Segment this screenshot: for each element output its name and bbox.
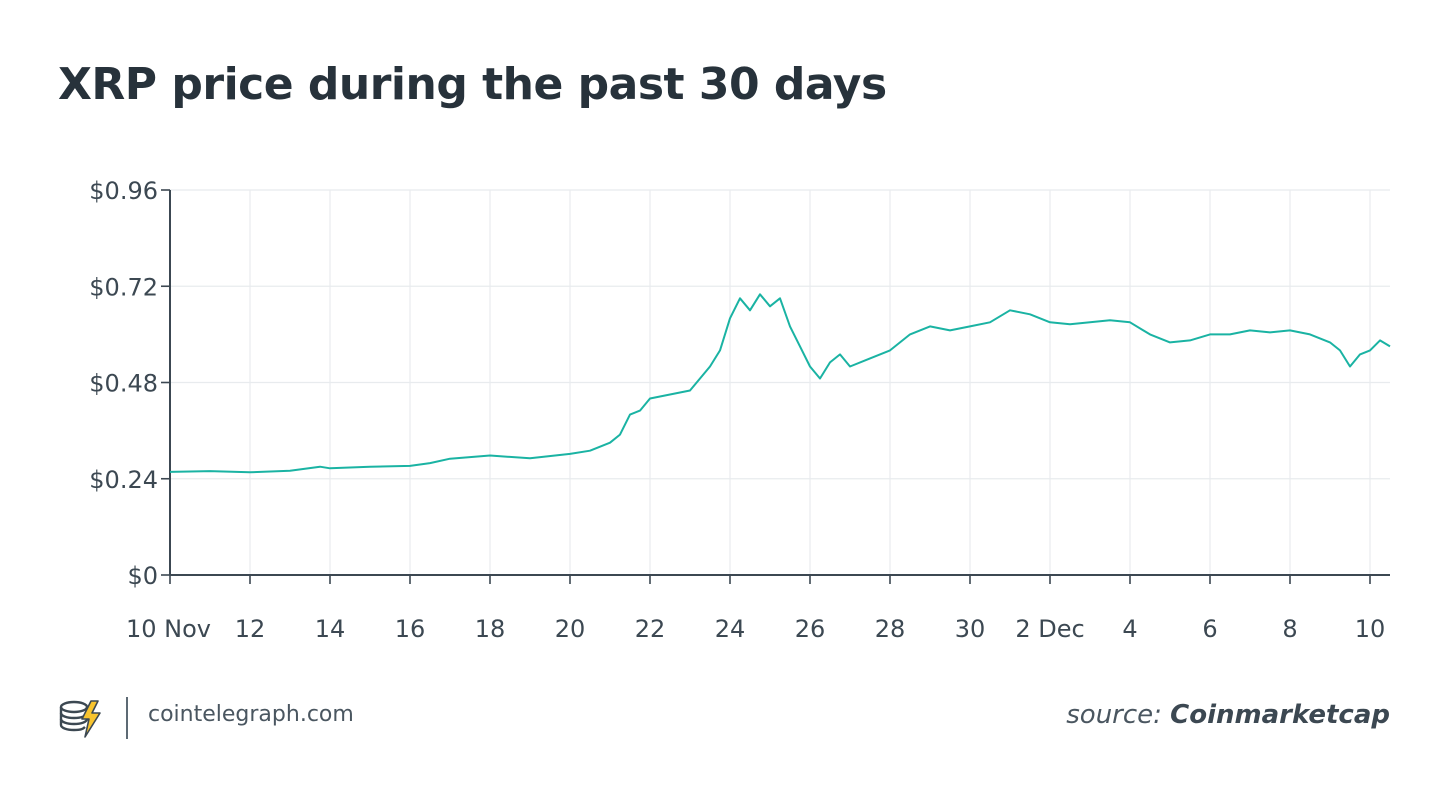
source-name: Coinmarketcap bbox=[1170, 700, 1390, 730]
axes bbox=[161, 189, 1390, 584]
x-tick-label: 28 bbox=[875, 615, 906, 643]
x-tick-label: 10 Nov bbox=[126, 615, 211, 643]
x-tick-label: 14 bbox=[315, 615, 346, 643]
x-tick-label: 8 bbox=[1282, 615, 1297, 643]
x-tick-label: 20 bbox=[555, 615, 586, 643]
grid-lines bbox=[170, 189, 1390, 575]
x-tick-label: 24 bbox=[715, 615, 746, 643]
footer-site-link[interactable]: cointelegraph.com bbox=[148, 702, 354, 727]
x-tick-label: 16 bbox=[395, 615, 426, 643]
y-tick-labels: $0 $0.24 $0.48 $0.72 $0.96 bbox=[89, 177, 158, 590]
footer-separator bbox=[126, 697, 128, 739]
x-tick-label: 22 bbox=[635, 615, 666, 643]
x-tick-labels: 10 Nov 12 14 16 18 20 22 24 26 28 30 2 Dec 4 6 8 10 bbox=[126, 615, 1385, 643]
source-prefix: source: bbox=[1066, 700, 1162, 730]
x-tick-label: 26 bbox=[795, 615, 826, 643]
x-tick-label: 6 bbox=[1202, 615, 1217, 643]
price-line bbox=[169, 293, 1391, 474]
x-tick-label: 30 bbox=[955, 615, 986, 643]
x-tick-label: 2 Dec bbox=[1015, 615, 1084, 643]
y-tick-label: $0.24 bbox=[89, 466, 158, 494]
x-tick-label: 4 bbox=[1122, 615, 1137, 643]
source-credit: source: Coinmarketcap bbox=[1066, 700, 1390, 730]
x-tick-label: 18 bbox=[475, 615, 506, 643]
y-tick-label: $0 bbox=[127, 562, 158, 590]
cointelegraph-logo-icon bbox=[58, 697, 104, 739]
x-tick-label: 10 bbox=[1355, 615, 1386, 643]
chart-title: XRP price during the past 30 days bbox=[58, 59, 887, 110]
y-tick-label: $0.96 bbox=[89, 177, 158, 205]
series-layer bbox=[169, 293, 1391, 474]
y-tick-label: $0.72 bbox=[89, 273, 158, 301]
price-chart: $0 $0.24 $0.48 $0.72 $0.96 10 Nov 12 14 16 18 20 2… bbox=[89, 177, 1391, 643]
x-tick-label: 12 bbox=[235, 615, 266, 643]
y-tick-label: $0.48 bbox=[89, 370, 158, 398]
